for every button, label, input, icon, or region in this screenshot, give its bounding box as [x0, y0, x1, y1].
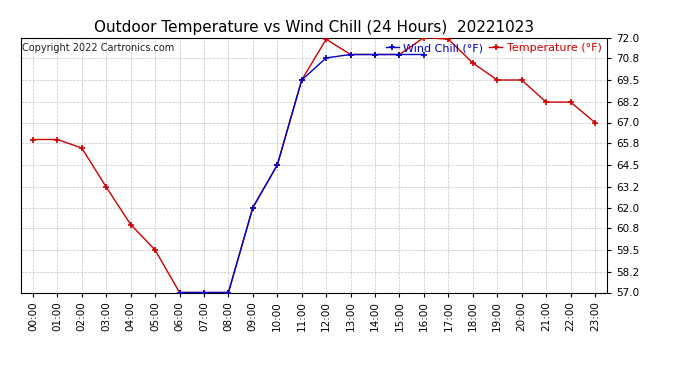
Temperature (°F)	[444, 37, 453, 42]
Temperature (°F)	[175, 290, 184, 295]
Wind Chill (°F)	[273, 163, 282, 167]
Temperature (°F)	[518, 78, 526, 82]
Wind Chill (°F)	[175, 290, 184, 295]
Temperature (°F)	[493, 78, 502, 82]
Temperature (°F)	[200, 290, 208, 295]
Wind Chill (°F)	[420, 52, 428, 57]
Line: Temperature (°F): Temperature (°F)	[30, 34, 598, 296]
Temperature (°F)	[126, 222, 135, 227]
Wind Chill (°F)	[224, 290, 233, 295]
Temperature (°F)	[102, 185, 110, 189]
Wind Chill (°F)	[395, 52, 404, 57]
Wind Chill (°F)	[371, 52, 380, 57]
Legend: Wind Chill (°F), Temperature (°F): Wind Chill (°F), Temperature (°F)	[381, 39, 606, 57]
Title: Outdoor Temperature vs Wind Chill (24 Hours)  20221023: Outdoor Temperature vs Wind Chill (24 Ho…	[94, 20, 534, 35]
Temperature (°F)	[371, 52, 380, 57]
Temperature (°F)	[297, 78, 306, 82]
Temperature (°F)	[78, 146, 86, 150]
Temperature (°F)	[420, 35, 428, 40]
Temperature (°F)	[151, 248, 159, 252]
Temperature (°F)	[224, 290, 233, 295]
Temperature (°F)	[322, 37, 331, 42]
Wind Chill (°F)	[200, 290, 208, 295]
Temperature (°F)	[395, 52, 404, 57]
Temperature (°F)	[248, 205, 257, 210]
Temperature (°F)	[542, 100, 550, 104]
Wind Chill (°F)	[248, 205, 257, 210]
Wind Chill (°F)	[297, 78, 306, 82]
Line: Wind Chill (°F): Wind Chill (°F)	[176, 51, 427, 296]
Wind Chill (°F)	[322, 56, 331, 60]
Temperature (°F)	[346, 52, 355, 57]
Temperature (°F)	[469, 61, 477, 65]
Temperature (°F)	[591, 120, 599, 125]
Temperature (°F)	[29, 137, 37, 142]
Temperature (°F)	[566, 100, 575, 104]
Wind Chill (°F)	[346, 52, 355, 57]
Temperature (°F)	[273, 163, 282, 167]
Text: Copyright 2022 Cartronics.com: Copyright 2022 Cartronics.com	[22, 43, 174, 52]
Temperature (°F)	[53, 137, 61, 142]
